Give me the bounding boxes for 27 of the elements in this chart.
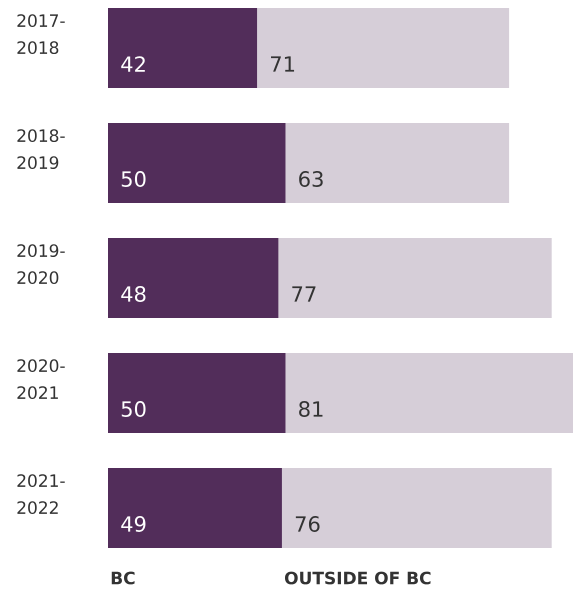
- data-label: 71: [271, 56, 294, 72]
- y-tick-label: 2019-2020: [17, 244, 65, 284]
- bar: [108, 8, 258, 88]
- bar: [285, 353, 573, 434]
- bar: [257, 8, 510, 88]
- data-label: 42: [121, 56, 145, 72]
- bar: [108, 238, 278, 318]
- y-tick-label: 2017-2018: [17, 14, 65, 54]
- data-label: 49: [121, 516, 146, 532]
- data-label: 77: [292, 286, 316, 302]
- y-tick-label: 2020-2021: [17, 359, 65, 400]
- bar: [108, 123, 286, 204]
- y-tick-label: 2018-2019: [17, 129, 65, 170]
- bar: [108, 353, 286, 434]
- data-label: 63: [299, 171, 323, 187]
- data-label: 76: [296, 516, 320, 532]
- data-label: 81: [299, 401, 322, 417]
- bar: [108, 468, 282, 548]
- series-label: BC: [112, 572, 135, 584]
- data-label: 50: [122, 171, 146, 187]
- bar: [278, 238, 552, 318]
- bar: [285, 123, 510, 204]
- series-label: OUTSIDE OF BC: [284, 572, 430, 584]
- data-label: 48: [121, 286, 146, 302]
- bar: [282, 468, 552, 548]
- data-label: 50: [122, 401, 146, 417]
- y-tick-label: 2021-2022: [17, 474, 65, 514]
